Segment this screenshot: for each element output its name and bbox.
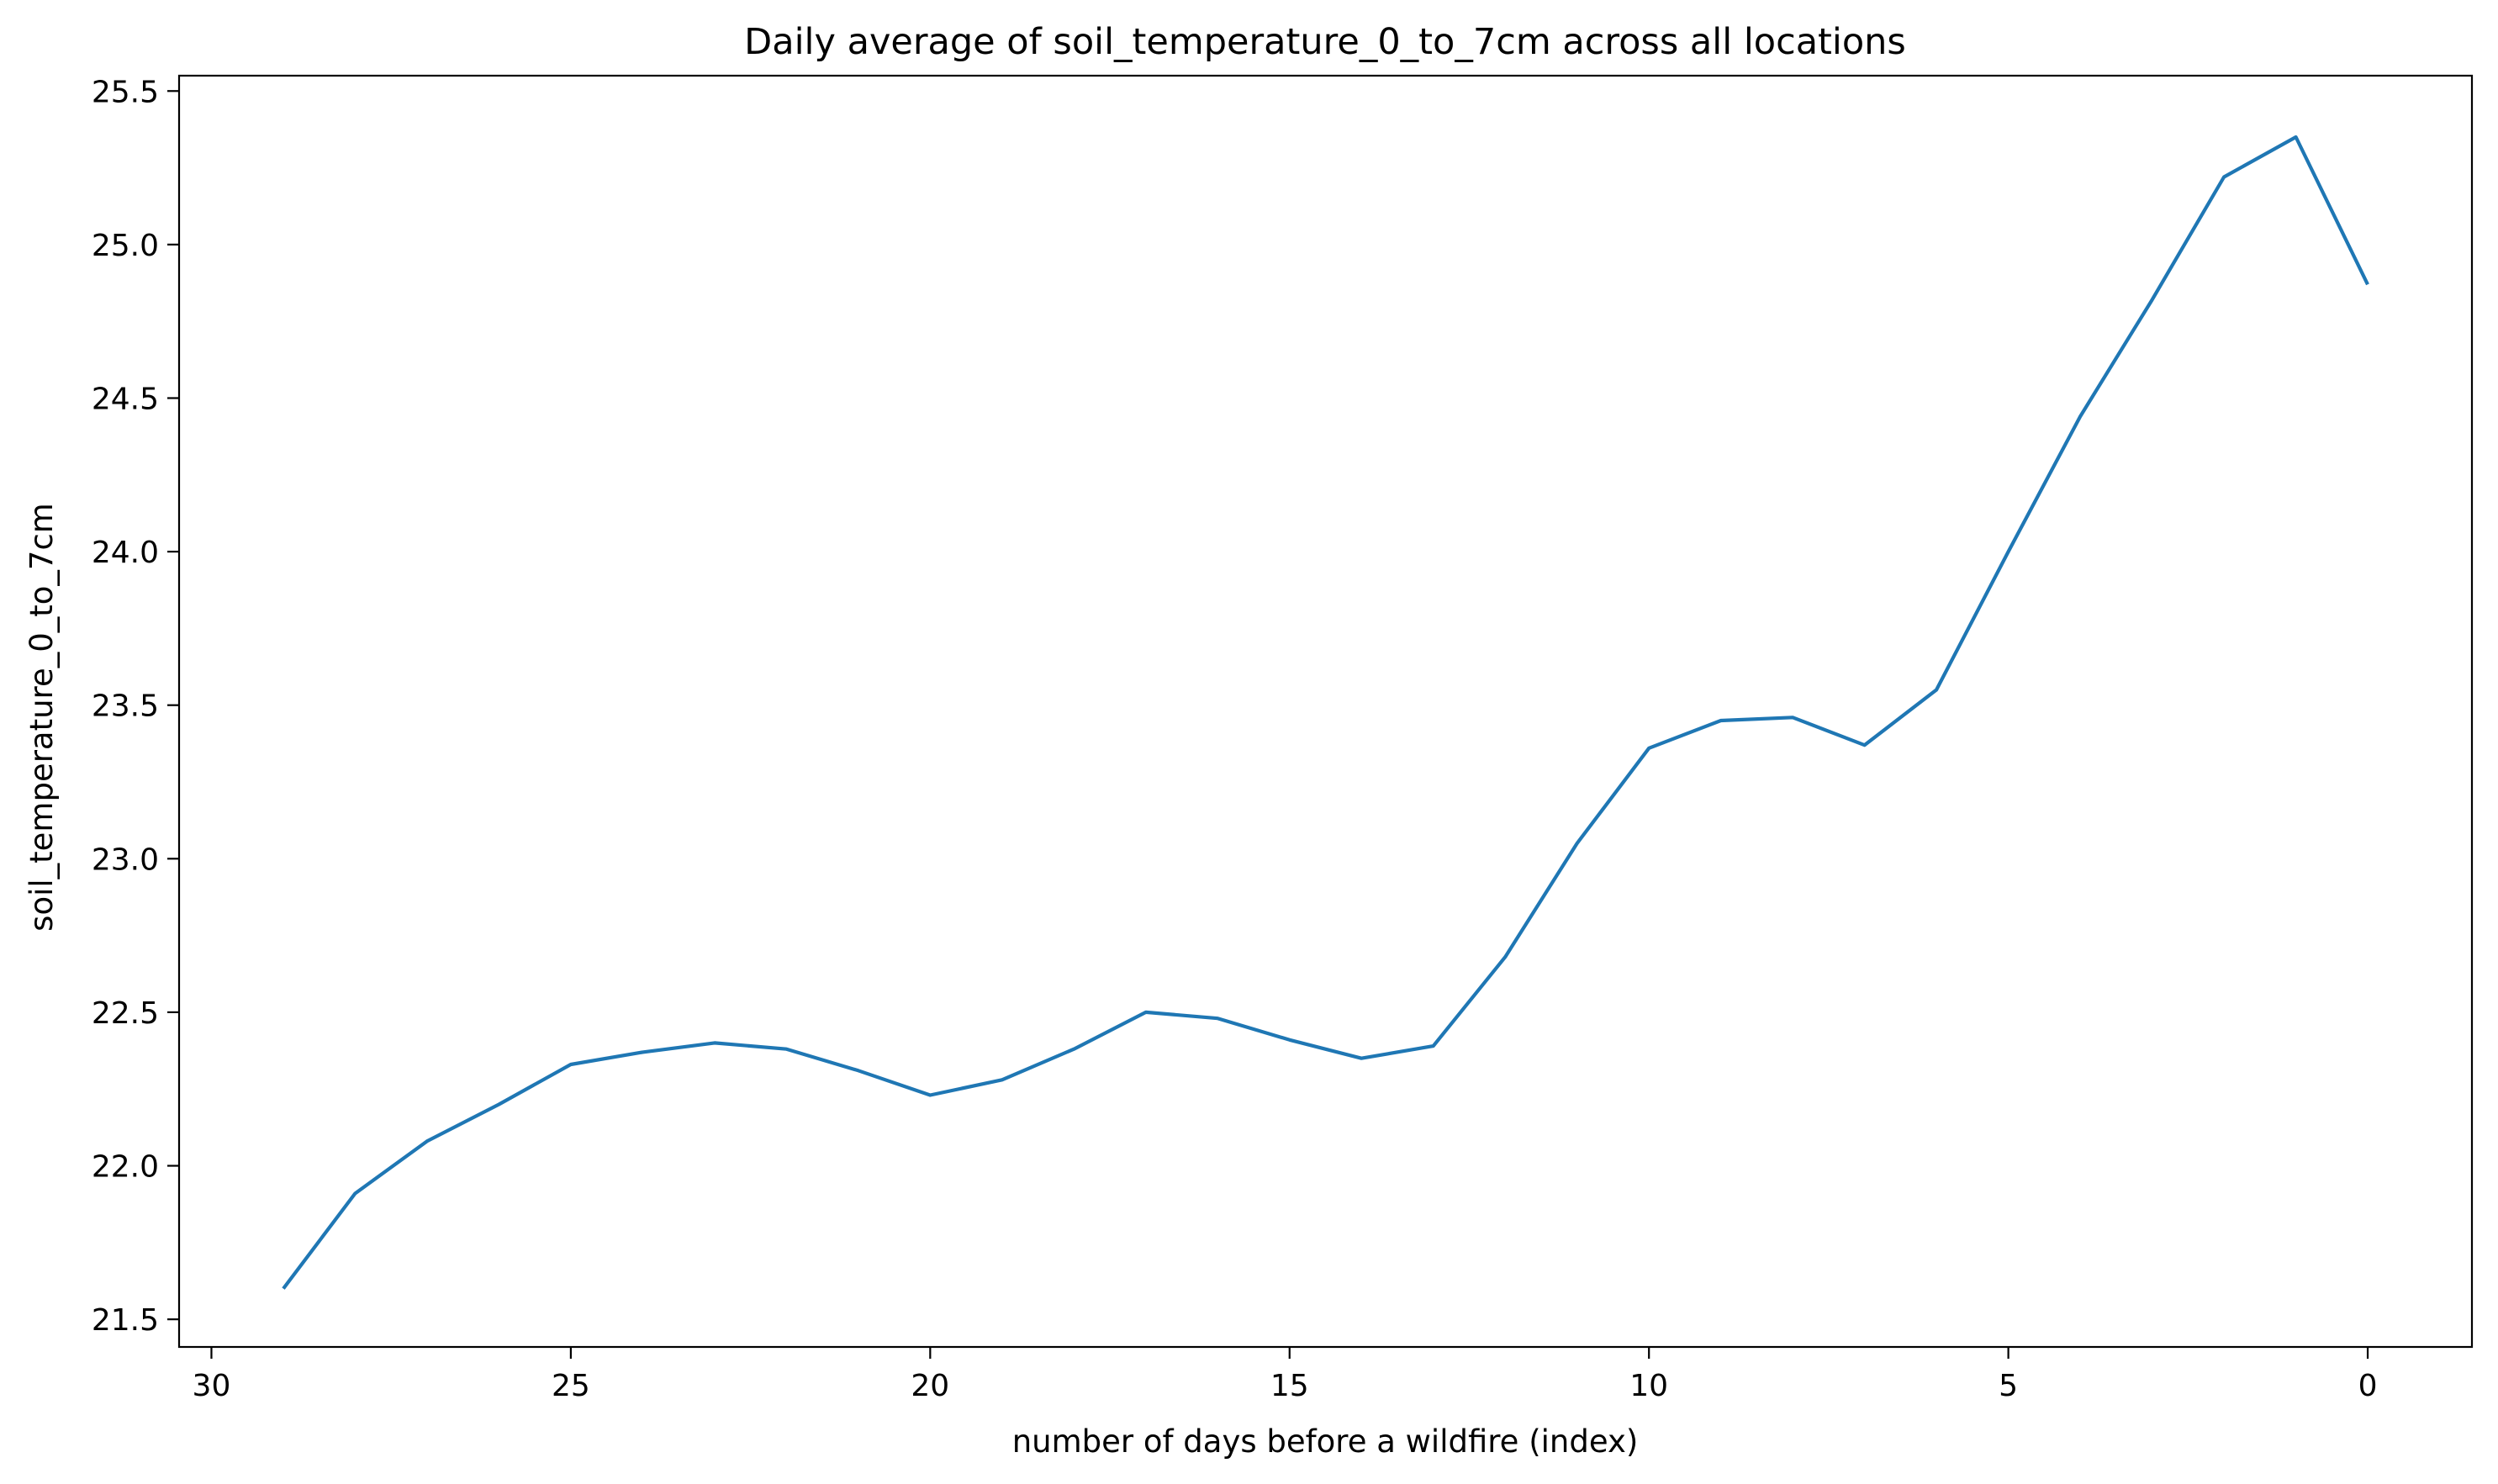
y-tick-label: 23.5 [92, 689, 159, 724]
x-tick-label: 5 [1999, 1369, 2018, 1403]
series-line-0 [282, 135, 2369, 1290]
x-tick-label: 15 [1270, 1369, 1309, 1403]
y-tick-label: 25.5 [92, 75, 159, 109]
x-axis-ticks: 30 25 20 15 10 5 0 [193, 1347, 2378, 1403]
y-tick-label: 22.5 [92, 996, 159, 1031]
y-tick-label: 23.0 [92, 842, 159, 877]
plot-frame [177, 74, 2474, 1349]
series-layer [282, 135, 2369, 1290]
y-tick-label: 21.5 [92, 1303, 159, 1338]
y-tick-label: 24.5 [92, 382, 159, 416]
y-tick-label: 24.0 [92, 536, 159, 570]
y-tick-label: 25.0 [92, 229, 159, 263]
y-axis-ticks: 21.5 22.0 22.5 23.0 23.5 24.0 24.5 25.0 25.5 [92, 75, 179, 1338]
x-tick-label: 20 [911, 1369, 949, 1403]
y-axis-label: soil_temperature_0_to_7cm [24, 503, 60, 932]
x-tick-label: 0 [2358, 1369, 2378, 1403]
x-tick-label: 10 [1629, 1369, 1668, 1403]
x-axis-label: number of days before a wildfire (index) [1012, 1423, 1639, 1460]
x-tick-label: 25 [552, 1369, 590, 1403]
y-tick-label: 22.0 [92, 1150, 159, 1185]
chart-title: Daily average of soil_temperature_0_to_7… [744, 21, 1906, 63]
x-tick-label: 30 [193, 1369, 231, 1403]
